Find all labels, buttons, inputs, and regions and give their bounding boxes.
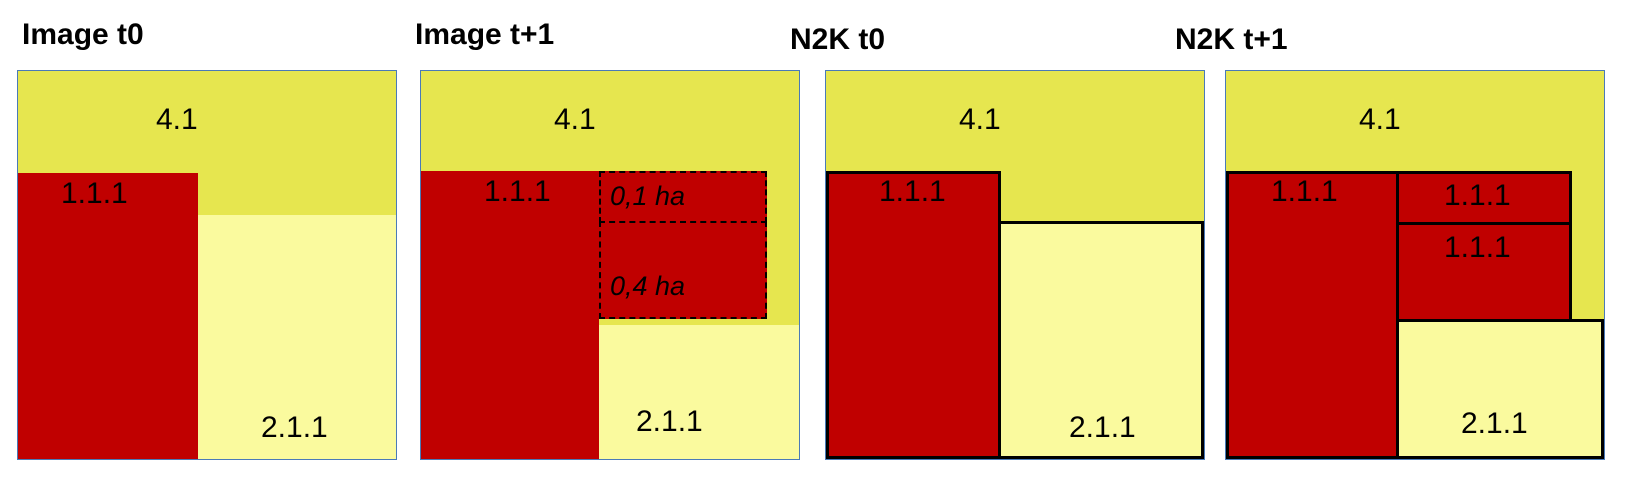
label-2-1-1: 2.1.1 — [1069, 411, 1136, 444]
label-0-4-ha: 0,4 ha — [610, 271, 686, 301]
label-4-1: 4.1 — [1359, 103, 1401, 136]
region-2-1-1 — [1396, 319, 1604, 459]
label-2-1-1: 2.1.1 — [1461, 407, 1528, 440]
label-0-1-ha: 0,1 ha — [610, 181, 686, 211]
label-2-1-1: 2.1.1 — [261, 411, 328, 444]
panel-image-t1: 4.1 1.1.1 0,1 ha 0,4 ha 2.1.1 — [420, 70, 800, 460]
label-1-1-1: 1.1.1 — [484, 175, 551, 208]
panel-image-t0: 4.1 1.1.1 2.1.1 — [17, 70, 397, 460]
panel-n2k-t1: 4.1 1.1.1 1.1.1 1.1.1 2.1.1 — [1225, 70, 1605, 460]
label-1-1-1: 1.1.1 — [61, 177, 128, 210]
region-1-1-1 — [421, 171, 599, 459]
panel-title-image-t1: Image t+1 — [415, 18, 555, 51]
panel-title-n2k-t0: N2K t0 — [790, 23, 886, 56]
label-4-1: 4.1 — [554, 103, 596, 136]
label-1-1-1: 1.1.1 — [879, 175, 946, 208]
label-4-1: 4.1 — [959, 103, 1001, 136]
region-2-1-1 — [198, 215, 396, 459]
label-1-1-1: 1.1.1 — [1271, 175, 1338, 208]
label-1-1-1-new-large: 1.1.1 — [1444, 231, 1511, 264]
region-2-1-1 — [998, 221, 1204, 459]
region-1-1-1 — [826, 171, 1001, 459]
panel-title-image-t0: Image t0 — [22, 18, 144, 51]
region-1-1-1-new-small — [1396, 171, 1572, 225]
label-1-1-1-new-small: 1.1.1 — [1444, 179, 1511, 212]
label-4-1: 4.1 — [156, 103, 198, 136]
region-1-1-1 — [18, 173, 198, 459]
region-2-1-1 — [599, 325, 799, 459]
label-2-1-1: 2.1.1 — [636, 405, 703, 438]
region-change-0-4-ha — [599, 221, 767, 319]
region-1-1-1 — [1226, 171, 1399, 459]
panel-n2k-t0: 4.1 1.1.1 2.1.1 — [825, 70, 1205, 460]
panel-title-n2k-t1: N2K t+1 — [1175, 23, 1288, 56]
